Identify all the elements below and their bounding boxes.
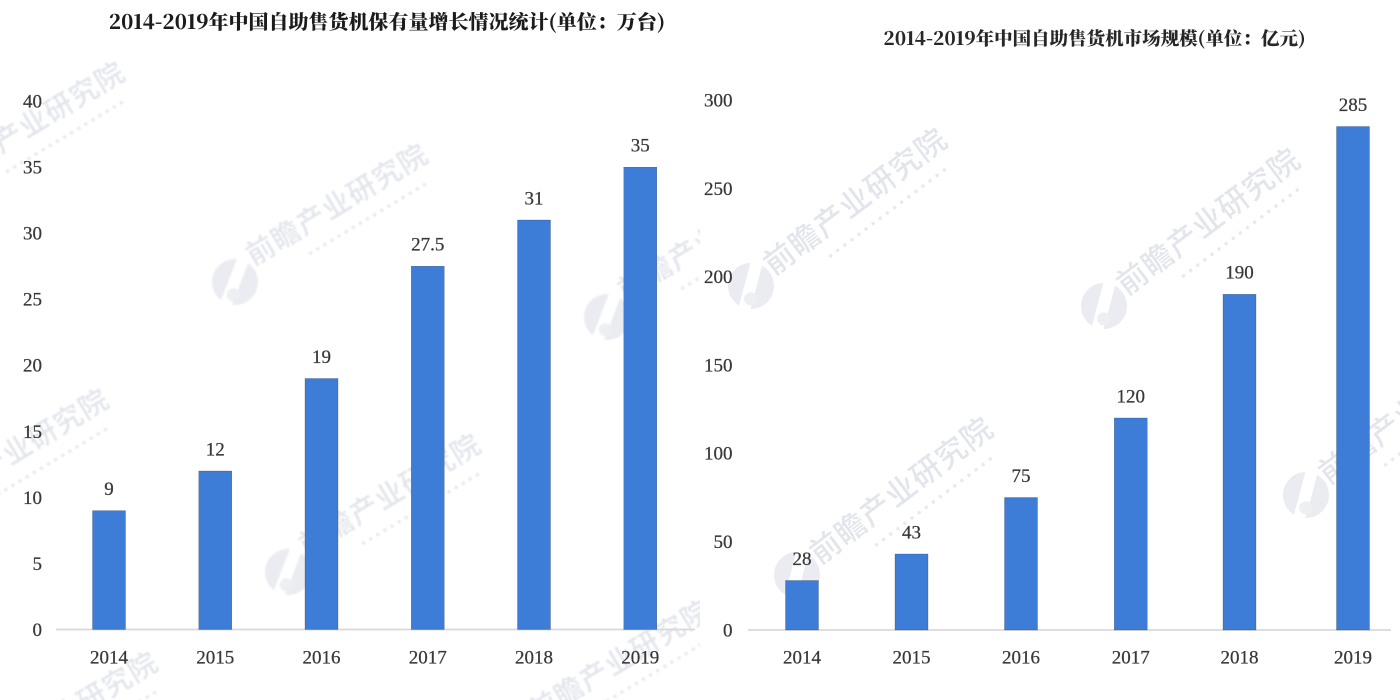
svg-text:9: 9 [104, 479, 114, 500]
svg-text:2017: 2017 [1112, 647, 1150, 668]
svg-text:43: 43 [902, 522, 921, 543]
svg-text:2016: 2016 [1002, 647, 1040, 668]
svg-text:2014: 2014 [783, 647, 822, 668]
svg-text:27.5: 27.5 [411, 235, 444, 256]
svg-text:2019: 2019 [621, 647, 659, 668]
svg-text:30: 30 [23, 224, 42, 245]
svg-text:2017: 2017 [409, 647, 447, 668]
svg-text:2014: 2014 [90, 647, 129, 668]
svg-text:35: 35 [23, 158, 42, 179]
svg-text:35: 35 [631, 136, 650, 157]
svg-text:15: 15 [23, 422, 42, 443]
svg-text:200: 200 [704, 267, 733, 288]
svg-text:20: 20 [23, 356, 42, 377]
svg-text:19: 19 [312, 347, 331, 368]
svg-text:250: 250 [704, 179, 733, 200]
svg-text:12: 12 [206, 439, 225, 460]
svg-text:31: 31 [525, 188, 544, 209]
svg-text:75: 75 [1012, 466, 1031, 487]
svg-text:2016: 2016 [303, 647, 341, 668]
svg-text:5: 5 [33, 554, 43, 575]
svg-text:300: 300 [704, 90, 733, 111]
svg-text:2019: 2019 [1334, 647, 1372, 668]
svg-text:2018: 2018 [1221, 647, 1259, 668]
svg-text:25: 25 [23, 290, 42, 311]
svg-text:100: 100 [704, 444, 733, 465]
svg-text:50: 50 [714, 532, 733, 553]
svg-text:190: 190 [1225, 263, 1254, 284]
svg-text:2015: 2015 [196, 647, 234, 668]
svg-text:150: 150 [704, 355, 733, 376]
svg-text:285: 285 [1339, 95, 1368, 116]
svg-text:2018: 2018 [515, 647, 553, 668]
svg-text:120: 120 [1117, 386, 1146, 407]
svg-text:10: 10 [23, 488, 42, 509]
svg-text:0: 0 [723, 620, 733, 641]
svg-text:2015: 2015 [893, 647, 931, 668]
svg-text:40: 40 [23, 92, 42, 113]
svg-text:0: 0 [33, 620, 43, 641]
svg-text:28: 28 [793, 549, 812, 570]
